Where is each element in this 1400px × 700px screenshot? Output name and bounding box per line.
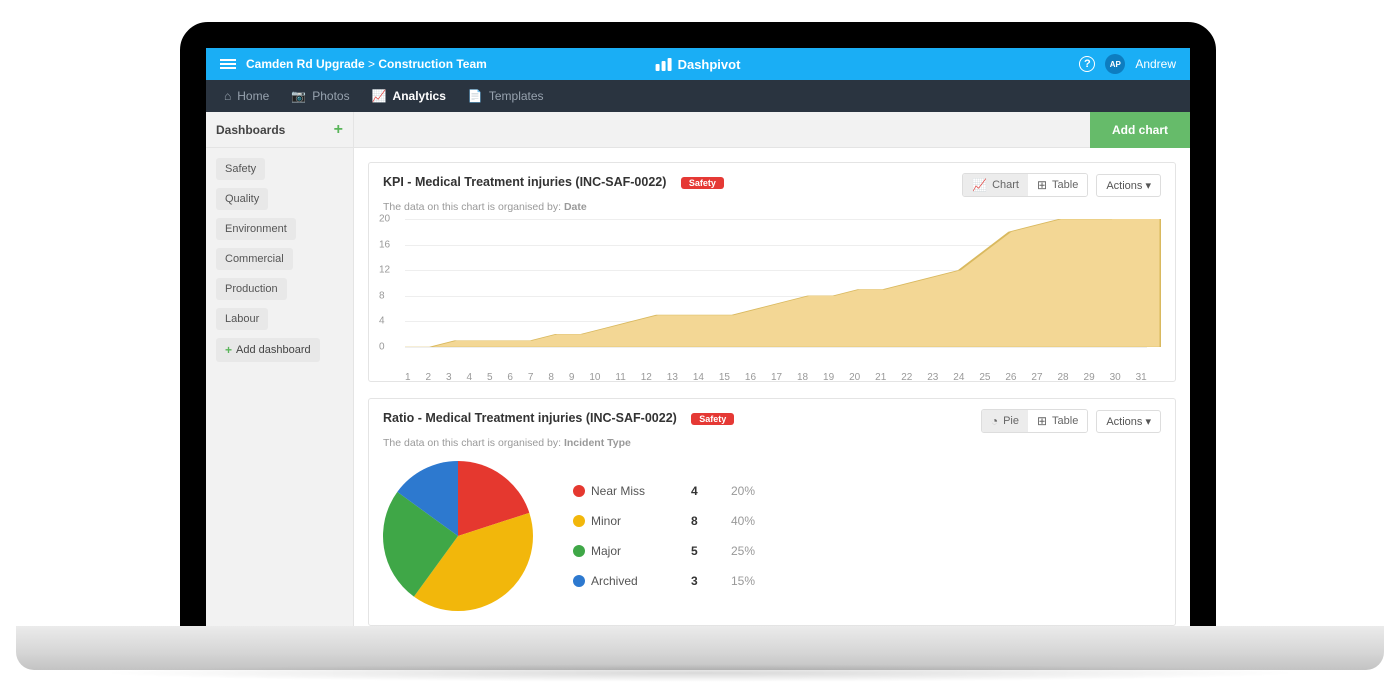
help-icon[interactable]: ?	[1079, 56, 1095, 72]
chart1-title: KPI - Medical Treatment injuries (INC-SA…	[383, 175, 666, 189]
kpi-chart-card: KPI - Medical Treatment injuries (INC-SA…	[368, 162, 1176, 382]
legend-dot-icon	[573, 575, 585, 587]
dashboard-pill-quality[interactable]: Quality	[216, 188, 268, 210]
sidebar-title: Dashboards	[216, 123, 285, 137]
chart1-badge: Safety	[681, 177, 724, 189]
dashboard-pill-production[interactable]: Production	[216, 278, 287, 300]
chart1-view-toggle: 📈Chart ⊞Table	[962, 173, 1088, 197]
avatar[interactable]: AP	[1105, 54, 1125, 74]
templates-icon: 📄	[468, 89, 483, 103]
chart1-actions-button[interactable]: Actions ▾	[1096, 174, 1161, 197]
photos-icon: 📷	[291, 89, 306, 103]
chart2-pie-toggle-button[interactable]: ◔Pie	[982, 410, 1028, 432]
legend-row-near-miss: Near Miss420%	[573, 476, 771, 506]
ratio-chart-card: Ratio - Medical Treatment injuries (INC-…	[368, 398, 1176, 626]
sidebar: Dashboards + Safety Quality Environment Com…	[206, 112, 354, 626]
dashboard-pill-safety[interactable]: Safety	[216, 158, 265, 180]
main-nav: ⌂Home 📷Photos 📈Analytics 📄Templates	[206, 80, 1190, 112]
legend-dot-icon	[573, 515, 585, 527]
analytics-icon: 📈	[372, 89, 387, 103]
chart1-table-toggle-button[interactable]: ⊞Table	[1028, 174, 1087, 196]
app-logo: Dashpivot	[656, 57, 741, 72]
chart2-view-toggle: ◔Pie ⊞Table	[981, 409, 1089, 433]
home-icon: ⌂	[224, 89, 231, 103]
add-dashboard-icon[interactable]: +	[334, 121, 343, 139]
app-name: Dashpivot	[678, 57, 741, 72]
chart2-title: Ratio - Medical Treatment injuries (INC-…	[383, 411, 677, 425]
nav-photos[interactable]: 📷Photos	[291, 89, 349, 103]
breadcrumb[interactable]: Camden Rd Upgrade > Construction Team	[246, 57, 487, 71]
nav-analytics[interactable]: 📈Analytics	[372, 89, 446, 103]
dashboard-pill-environment[interactable]: Environment	[216, 218, 296, 240]
chart2-badge: Safety	[691, 413, 734, 425]
nav-templates[interactable]: 📄Templates	[468, 89, 544, 103]
legend-row-archived: Archived315%	[573, 566, 771, 596]
chart2-actions-button[interactable]: Actions ▾	[1096, 410, 1161, 433]
chart2-table-toggle-button[interactable]: ⊞Table	[1028, 410, 1087, 432]
add-chart-button[interactable]: Add chart	[1090, 112, 1190, 148]
chart2-legend: Near Miss420%Minor840%Major525%Archived3…	[573, 476, 771, 596]
chart1-area: 0481216201234567891011121314151617181920…	[405, 219, 1161, 369]
menu-icon[interactable]	[220, 59, 236, 69]
chart2-pie	[383, 461, 533, 611]
table-icon: ⊞	[1037, 414, 1047, 428]
dashboard-pill-commercial[interactable]: Commercial	[216, 248, 293, 270]
legend-dot-icon	[573, 545, 585, 557]
nav-home[interactable]: ⌂Home	[224, 89, 269, 103]
logo-bars-icon	[656, 58, 672, 71]
toolbar: Add chart	[354, 112, 1190, 148]
user-name[interactable]: Andrew	[1135, 57, 1176, 71]
table-icon: ⊞	[1037, 178, 1047, 192]
pie-chart-icon: ◔	[991, 414, 998, 428]
legend-dot-icon	[573, 485, 585, 497]
dashboard-pill-labour[interactable]: Labour	[216, 308, 268, 330]
legend-row-major: Major525%	[573, 536, 771, 566]
add-dashboard-button[interactable]: +Add dashboard	[216, 338, 320, 362]
plus-icon: +	[225, 343, 232, 357]
chart1-chart-toggle-button[interactable]: 📈Chart	[963, 174, 1028, 196]
area-chart-icon: 📈	[972, 178, 987, 192]
legend-row-minor: Minor840%	[573, 506, 771, 536]
